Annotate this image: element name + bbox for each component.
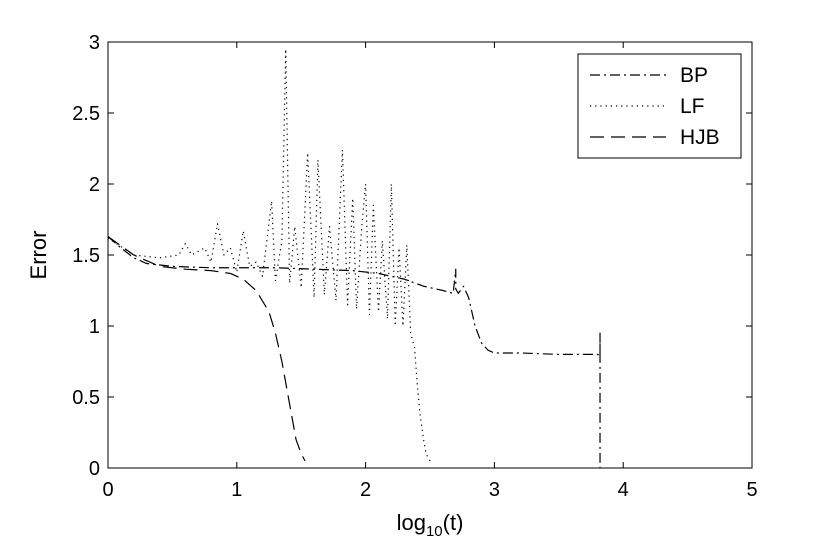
y-tick-label: 0.5 bbox=[72, 387, 100, 409]
legend: BP LF HJB bbox=[577, 53, 742, 159]
series-layer bbox=[107, 48, 601, 468]
plot-area-frame bbox=[107, 41, 753, 469]
x-axis-label-main: log bbox=[397, 510, 426, 535]
legend-label-bp: BP bbox=[680, 64, 708, 87]
y-tick-label: 3 bbox=[89, 32, 100, 54]
y-axis-label: Error bbox=[26, 231, 51, 280]
legend-box bbox=[577, 53, 742, 159]
y-tick-label: 1.5 bbox=[72, 245, 100, 267]
series-line-bp bbox=[107, 236, 601, 468]
y-tick-label: 0 bbox=[89, 458, 100, 480]
legend-label-hjb: HJB bbox=[680, 126, 720, 149]
x-tick-label: 0 bbox=[102, 479, 113, 501]
y-tick-label: 2.5 bbox=[72, 103, 100, 125]
x-tick-label: 3 bbox=[489, 479, 500, 501]
series-line-hjb bbox=[107, 236, 306, 462]
y-tick-label: 2 bbox=[89, 174, 100, 196]
x-axis-label-subscript: 10 bbox=[426, 523, 443, 540]
x-tick-label: 1 bbox=[231, 479, 242, 501]
x-tick-label: 4 bbox=[618, 479, 629, 501]
y-tick-label: 1 bbox=[89, 316, 100, 338]
x-tick-label: 2 bbox=[360, 479, 371, 501]
x-tick-label: 5 bbox=[746, 479, 757, 501]
x-axis-label-tail: (t) bbox=[443, 510, 464, 535]
series-line-lf bbox=[107, 48, 431, 462]
legend-label-lf: LF bbox=[680, 95, 705, 118]
x-axis-label: log10(t) bbox=[397, 510, 464, 540]
